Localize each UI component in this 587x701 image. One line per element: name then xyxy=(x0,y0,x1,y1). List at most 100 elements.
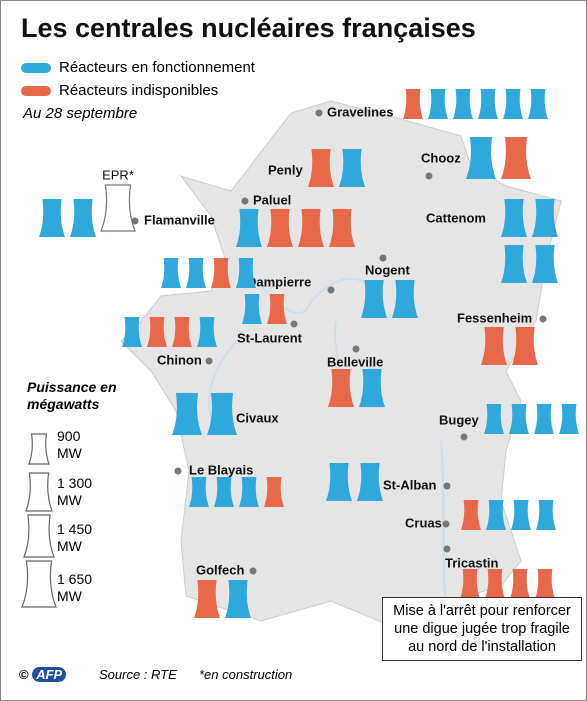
plant-name: Chinon xyxy=(157,352,202,367)
plant-dot xyxy=(241,197,249,205)
reactor xyxy=(486,500,506,530)
reactor xyxy=(501,137,531,179)
plant-name: St-Laurent xyxy=(237,330,303,345)
reactor xyxy=(214,477,234,507)
reactor xyxy=(481,327,507,365)
reactor xyxy=(264,477,284,507)
reactor xyxy=(403,89,423,119)
power-legend-title: Puissance en mégawatts xyxy=(27,379,117,412)
legend-tower xyxy=(28,433,50,465)
plant-name: Cattenom xyxy=(426,210,486,225)
reactor xyxy=(236,209,262,247)
plant-dot xyxy=(290,320,298,328)
reactor xyxy=(535,569,555,599)
reactor xyxy=(189,477,209,507)
reactor xyxy=(70,199,96,237)
reactor xyxy=(511,500,531,530)
reactor xyxy=(509,404,529,434)
plant-name: Le Blayais xyxy=(189,462,253,477)
reactor xyxy=(172,317,192,347)
legend-item: Réacteurs en fonctionnement xyxy=(21,59,255,76)
reactor xyxy=(501,245,527,283)
reactor xyxy=(461,500,481,530)
reactor xyxy=(357,463,383,501)
reactor xyxy=(39,199,65,237)
legend-tower xyxy=(25,472,53,512)
plant-dot xyxy=(539,315,547,323)
plant-name: Civaux xyxy=(236,410,279,425)
reactor xyxy=(532,199,558,237)
plant-name: Cruas xyxy=(405,515,442,530)
reactor xyxy=(242,294,262,324)
reactor xyxy=(485,569,505,599)
reactor xyxy=(207,393,237,435)
reactor xyxy=(534,404,554,434)
reactor xyxy=(147,317,167,347)
plant-dot xyxy=(352,345,360,353)
plant-name: Nogent xyxy=(365,262,410,277)
reactor xyxy=(361,280,387,318)
plant-name: Dampierre xyxy=(247,274,311,289)
reactor xyxy=(466,137,496,179)
plant-dot xyxy=(460,433,468,441)
power-legend-label: 900 MW xyxy=(57,428,82,462)
plant-dot xyxy=(327,286,335,294)
reactor xyxy=(194,580,220,618)
reactor xyxy=(239,477,259,507)
reactor xyxy=(298,209,324,247)
power-legend-label: 1 300 MW xyxy=(57,475,92,509)
plant-dot xyxy=(425,172,433,180)
rivers xyxy=(208,260,447,602)
reactor xyxy=(267,209,293,247)
size-unit: MW xyxy=(57,492,82,508)
reactor xyxy=(339,149,365,187)
size-unit: MW xyxy=(57,538,82,554)
plant-dot xyxy=(205,357,213,365)
plant-dot xyxy=(315,109,323,117)
reactor xyxy=(100,184,136,232)
size-unit: MW xyxy=(57,588,82,604)
reactor xyxy=(267,294,287,324)
reactor xyxy=(536,500,556,530)
reactor xyxy=(122,317,142,347)
plant-name: Belleville xyxy=(327,354,383,369)
reactor xyxy=(211,258,231,288)
legend-tower xyxy=(23,514,55,558)
reactor xyxy=(308,149,334,187)
size-value: 900 xyxy=(57,428,81,444)
legend-tower xyxy=(21,560,57,608)
plant-name: Flamanville xyxy=(144,212,215,227)
reactor xyxy=(161,258,181,288)
reactor xyxy=(510,569,530,599)
plant-name: Chooz xyxy=(421,150,461,165)
plant-name: Gravelines xyxy=(327,104,394,119)
legend-item: Réacteurs indisponibles xyxy=(21,82,218,99)
plant-name: Penly xyxy=(268,162,303,177)
reactor xyxy=(329,209,355,247)
title: Les centrales nucléaires françaises xyxy=(21,13,476,43)
reactor xyxy=(225,580,251,618)
reactor xyxy=(328,369,354,407)
power-legend-label: 1 450 MW xyxy=(57,521,92,555)
footnote: *en construction xyxy=(199,667,293,682)
annotation: Mise à l'arrêt pour renforcer une digue … xyxy=(382,597,582,661)
reactor-label: EPR* xyxy=(102,167,134,182)
reactor xyxy=(359,369,385,407)
plant-name: St-Alban xyxy=(383,477,437,492)
reactor xyxy=(484,404,504,434)
reactor xyxy=(559,404,579,434)
size-value: 1 450 xyxy=(57,521,93,537)
reactor xyxy=(532,245,558,283)
reactor xyxy=(236,258,256,288)
power-legend-label: 1 650 MW xyxy=(57,571,92,605)
logo: AFP xyxy=(32,667,67,682)
size-value: 1 300 xyxy=(57,475,93,491)
reactor xyxy=(197,317,217,347)
copyright: © xyxy=(19,667,29,682)
legend-label: Réacteurs en fonctionnement xyxy=(59,59,255,76)
plant-name: Tricastin xyxy=(445,555,499,570)
reactor xyxy=(326,463,352,501)
plant-name: Paluel xyxy=(253,192,291,207)
